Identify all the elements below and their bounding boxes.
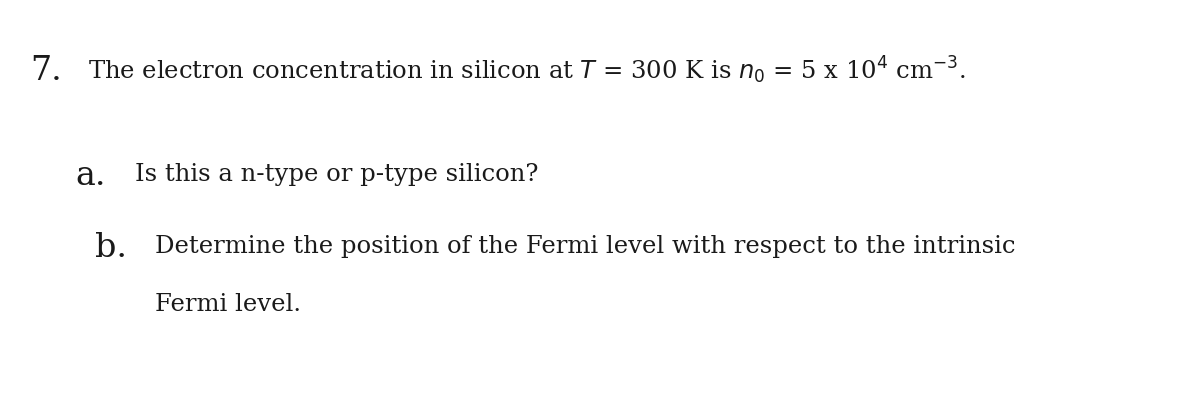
Text: Fermi level.: Fermi level. xyxy=(155,293,301,316)
Text: Determine the position of the Fermi level with respect to the intrinsic: Determine the position of the Fermi leve… xyxy=(155,235,1015,258)
Text: a.: a. xyxy=(74,160,106,192)
Text: The electron concentration in silicon at $\mathit{T}$ = 300 K is $n_0$ = 5 x 10$: The electron concentration in silicon at… xyxy=(88,55,966,86)
Text: 7.: 7. xyxy=(30,55,61,87)
Text: b.: b. xyxy=(95,232,127,264)
Text: Is this a n-type or p-type silicon?: Is this a n-type or p-type silicon? xyxy=(134,163,539,186)
